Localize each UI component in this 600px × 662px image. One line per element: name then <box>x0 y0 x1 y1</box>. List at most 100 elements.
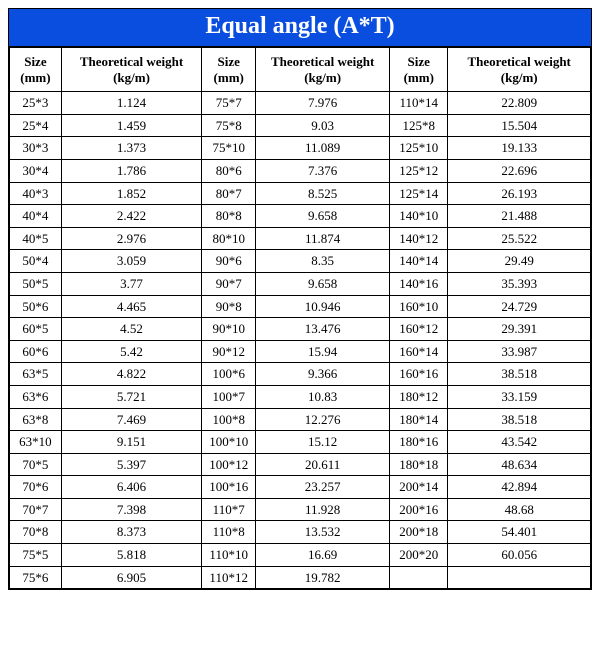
table-row: 50*43.05990*68.35140*1429.49 <box>10 250 591 273</box>
table-row: 30*41.78680*67.376125*1222.696 <box>10 159 591 182</box>
cell-weight: 5.721 <box>61 385 201 408</box>
cell-weight: 11.089 <box>256 137 390 160</box>
cell-weight: 7.398 <box>61 498 201 521</box>
table-row: 40*52.97680*1011.874140*1225.522 <box>10 227 591 250</box>
cell-weight: 5.397 <box>61 453 201 476</box>
cell-weight: 5.818 <box>61 544 201 567</box>
cell-weight: 22.809 <box>448 92 591 115</box>
header-weight-unit: (kg/m) <box>304 70 341 85</box>
cell-size: 180*14 <box>390 408 448 431</box>
table-row: 30*31.37375*1011.089125*1019.133 <box>10 137 591 160</box>
cell-weight: 35.393 <box>448 272 591 295</box>
col-header-weight-3: Theoretical weight (kg/m) <box>448 48 591 92</box>
cell-size: 125*12 <box>390 159 448 182</box>
cell-weight: 38.518 <box>448 408 591 431</box>
cell-weight: 9.366 <box>256 363 390 386</box>
table-row: 70*77.398110*711.928200*1648.68 <box>10 498 591 521</box>
cell-size: 125*14 <box>390 182 448 205</box>
cell-size: 100*12 <box>202 453 256 476</box>
cell-size: 80*8 <box>202 205 256 228</box>
cell-size: 180*18 <box>390 453 448 476</box>
table-row: 25*31.12475*77.976110*1422.809 <box>10 92 591 115</box>
cell-size: 50*4 <box>10 250 62 273</box>
cell-size: 200*16 <box>390 498 448 521</box>
cell-weight: 24.729 <box>448 295 591 318</box>
cell-weight: 8.373 <box>61 521 201 544</box>
header-size-unit: (mm) <box>404 70 434 85</box>
table-row: 25*41.45975*89.03125*815.504 <box>10 114 591 137</box>
cell-size: 90*8 <box>202 295 256 318</box>
cell-size: 110*14 <box>390 92 448 115</box>
cell-size: 140*16 <box>390 272 448 295</box>
cell-weight: 19.133 <box>448 137 591 160</box>
table-row: 60*65.4290*1215.94160*1433.987 <box>10 340 591 363</box>
cell-weight: 43.542 <box>448 431 591 454</box>
cell-size: 125*10 <box>390 137 448 160</box>
cell-weight: 7.376 <box>256 159 390 182</box>
col-header-size-3: Size (mm) <box>390 48 448 92</box>
cell-size: 60*6 <box>10 340 62 363</box>
cell-size: 63*8 <box>10 408 62 431</box>
cell-size: 90*10 <box>202 318 256 341</box>
cell-size: 110*12 <box>202 566 256 589</box>
cell-size: 100*7 <box>202 385 256 408</box>
cell-weight: 11.874 <box>256 227 390 250</box>
header-weight-label: Theoretical weight <box>271 54 374 69</box>
cell-size: 25*4 <box>10 114 62 137</box>
cell-size: 200*18 <box>390 521 448 544</box>
cell-weight: 38.518 <box>448 363 591 386</box>
table-head: Size (mm) Theoretical weight (kg/m) Size… <box>10 48 591 92</box>
cell-size: 80*6 <box>202 159 256 182</box>
cell-size: 70*8 <box>10 521 62 544</box>
cell-weight: 8.35 <box>256 250 390 273</box>
cell-size: 110*7 <box>202 498 256 521</box>
cell-size: 160*10 <box>390 295 448 318</box>
cell-weight: 16.69 <box>256 544 390 567</box>
table-row: 63*65.721100*710.83180*1233.159 <box>10 385 591 408</box>
cell-size: 100*10 <box>202 431 256 454</box>
cell-weight: 3.059 <box>61 250 201 273</box>
cell-weight: 29.391 <box>448 318 591 341</box>
cell-weight: 2.422 <box>61 205 201 228</box>
cell-size: 40*3 <box>10 182 62 205</box>
cell-weight: 33.159 <box>448 385 591 408</box>
cell-size: 140*10 <box>390 205 448 228</box>
table-body: 25*31.12475*77.976110*1422.80925*41.4597… <box>10 92 591 589</box>
cell-weight: 9.658 <box>256 272 390 295</box>
cell-weight: 8.525 <box>256 182 390 205</box>
table-row: 70*66.406100*1623.257200*1442.894 <box>10 476 591 499</box>
table-row: 70*88.373110*813.532200*1854.401 <box>10 521 591 544</box>
cell-size: 75*10 <box>202 137 256 160</box>
cell-size: 160*14 <box>390 340 448 363</box>
header-row: Size (mm) Theoretical weight (kg/m) Size… <box>10 48 591 92</box>
cell-weight: 21.488 <box>448 205 591 228</box>
cell-size: 75*5 <box>10 544 62 567</box>
cell-size: 200*20 <box>390 544 448 567</box>
cell-weight: 22.696 <box>448 159 591 182</box>
col-header-size-1: Size (mm) <box>10 48 62 92</box>
cell-size: 63*6 <box>10 385 62 408</box>
table-container: Equal angle (A*T) Size (mm) Theoretical … <box>8 8 592 590</box>
cell-size: 40*4 <box>10 205 62 228</box>
header-weight-unit: (kg/m) <box>501 70 538 85</box>
cell-size: 30*4 <box>10 159 62 182</box>
cell-weight: 2.976 <box>61 227 201 250</box>
header-size-label: Size <box>24 54 46 69</box>
cell-weight: 1.373 <box>61 137 201 160</box>
header-size-label: Size <box>408 54 430 69</box>
header-size-unit: (mm) <box>20 70 50 85</box>
table-row: 70*55.397100*1220.611180*1848.634 <box>10 453 591 476</box>
table-row: 75*66.905110*1219.782 <box>10 566 591 589</box>
cell-weight: 7.976 <box>256 92 390 115</box>
equal-angle-table: Size (mm) Theoretical weight (kg/m) Size… <box>9 47 591 589</box>
cell-weight: 48.634 <box>448 453 591 476</box>
table-row: 50*53.7790*79.658140*1635.393 <box>10 272 591 295</box>
cell-size: 75*6 <box>10 566 62 589</box>
cell-weight: 54.401 <box>448 521 591 544</box>
cell-weight: 9.658 <box>256 205 390 228</box>
cell-weight: 1.786 <box>61 159 201 182</box>
cell-weight: 4.465 <box>61 295 201 318</box>
cell-size: 90*12 <box>202 340 256 363</box>
cell-size: 63*5 <box>10 363 62 386</box>
cell-size: 80*10 <box>202 227 256 250</box>
